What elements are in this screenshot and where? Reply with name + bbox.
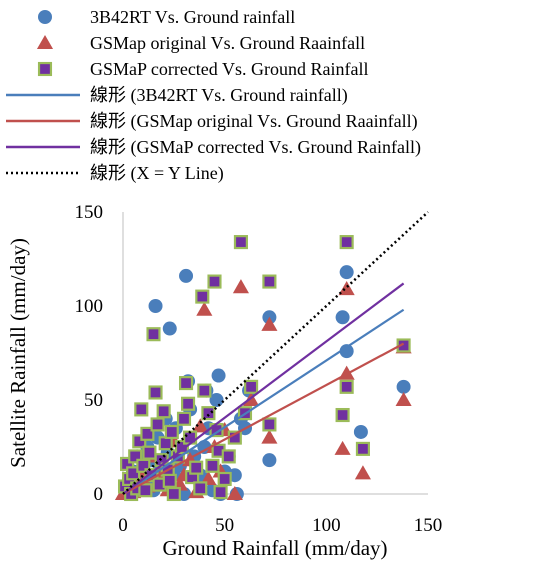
square-point (339, 379, 354, 394)
circle-point (396, 379, 411, 394)
x-axis-title: Ground Rainfall (mm/day) (162, 536, 387, 560)
legend-triangle-icon (36, 34, 54, 50)
y-tick-labels: 0 50 100 150 (75, 202, 104, 505)
circle-point (209, 393, 224, 407)
square-point (181, 396, 196, 411)
square-point (164, 424, 179, 440)
square-point (213, 485, 228, 500)
triangle-point (395, 391, 412, 407)
square-point (217, 471, 232, 487)
legend-item: 線形 (X = Y Line) (6, 163, 224, 184)
circle-point (335, 310, 350, 325)
square-point (205, 458, 220, 473)
square-point (396, 338, 411, 353)
trend-line (122, 282, 405, 495)
y-tick-label: 0 (94, 484, 104, 505)
legend-item: 線形 (3B42RT Vs. Ground rainfall) (6, 85, 348, 106)
square-point (156, 404, 171, 419)
legend-item: 線形 (GSMap original Vs. Ground Raainfall) (6, 111, 418, 132)
square-point (148, 385, 163, 400)
circle-point (353, 424, 368, 439)
x-tick-label: 150 (414, 515, 443, 536)
legend: 3B42RT Vs. Ground rainfall GSMap original… (6, 7, 421, 184)
legend-label: 線形 (GSMap original Vs. Ground Raainfall) (90, 111, 418, 132)
y-tick-label: 50 (84, 390, 103, 411)
legend-circle-icon (38, 10, 52, 24)
legend-item: 3B42RT Vs. Ground rainfall (38, 7, 295, 27)
square-point (221, 449, 236, 464)
x-tick-label: 50 (215, 515, 234, 536)
square-point (355, 441, 370, 456)
square-point (150, 417, 165, 432)
legend-item: GSMaP corrected Vs. Ground Rainfall (37, 59, 368, 79)
square-point (138, 483, 153, 498)
x-tick-labels: 0 50 100 150 (118, 515, 442, 536)
y-tick-label: 150 (75, 202, 104, 223)
legend-label: 線形 (3B42RT Vs. Ground rainfall) (90, 85, 348, 106)
square-point (128, 449, 143, 464)
circle-point (211, 368, 226, 383)
y-axis-title: Satellite Rainfall (mm/day) (6, 238, 30, 468)
square-point (197, 383, 212, 398)
plot-area: 0 50 100 150 0 50 100 150 (75, 202, 443, 536)
circle-point (339, 265, 354, 280)
square-point (176, 411, 192, 426)
circle-point (162, 321, 177, 336)
square-point (193, 481, 208, 496)
square-point (158, 436, 173, 451)
square-point (262, 417, 277, 432)
square-point (132, 434, 147, 449)
square-point (178, 376, 194, 391)
square-point (174, 439, 190, 455)
trend-line (122, 211, 429, 495)
x-tick-label: 0 (118, 515, 128, 536)
square-point (136, 458, 151, 473)
legend-label: 線形 (GSMaP corrected Vs. Ground Rainfall) (90, 137, 421, 158)
circle-point (339, 344, 354, 359)
square-point (262, 274, 277, 289)
data-markers (114, 235, 412, 502)
legend-label: GSMaP corrected Vs. Ground Rainfall (90, 59, 368, 79)
square-point (126, 466, 141, 481)
circle-point (179, 268, 194, 283)
circle-point (262, 453, 277, 468)
square-point (201, 406, 216, 421)
x-tick-label: 100 (312, 515, 341, 536)
square-point (189, 460, 204, 475)
triangle-point (354, 465, 371, 480)
legend-label: 線形 (X = Y Line) (90, 163, 224, 184)
triangle-point (196, 301, 213, 316)
legend-label: 3B42RT Vs. Ground rainfall (90, 7, 295, 27)
trend-lines (122, 211, 429, 495)
triangle-point (226, 485, 243, 501)
triangle-point (338, 281, 355, 296)
square-point (233, 235, 248, 250)
legend-item: GSMap original Vs. Ground Raainfall (36, 33, 365, 53)
square-point (134, 402, 149, 417)
triangle-point (261, 429, 278, 444)
square-point (195, 289, 210, 304)
square-point (207, 274, 222, 289)
triangle-point (232, 279, 249, 294)
legend-square-icon (37, 61, 53, 77)
trend-line (122, 342, 405, 495)
legend-label: GSMap original Vs. Ground Raainfall (90, 33, 365, 53)
circle-point (148, 299, 163, 313)
square-point (146, 327, 161, 342)
triangle-point (192, 418, 209, 433)
square-point (335, 407, 350, 423)
trend-line (122, 308, 405, 495)
y-tick-label: 100 (75, 296, 104, 317)
square-point (142, 445, 157, 460)
triangle-point (334, 440, 351, 455)
square-point (339, 235, 354, 250)
square-point (162, 473, 177, 488)
legend-item: 線形 (GSMaP corrected Vs. Ground Rainfall) (6, 137, 421, 158)
series-square (117, 235, 411, 502)
square-point (140, 426, 155, 441)
square-point (244, 379, 259, 394)
triangle-point (261, 316, 278, 331)
square-point (166, 486, 181, 502)
